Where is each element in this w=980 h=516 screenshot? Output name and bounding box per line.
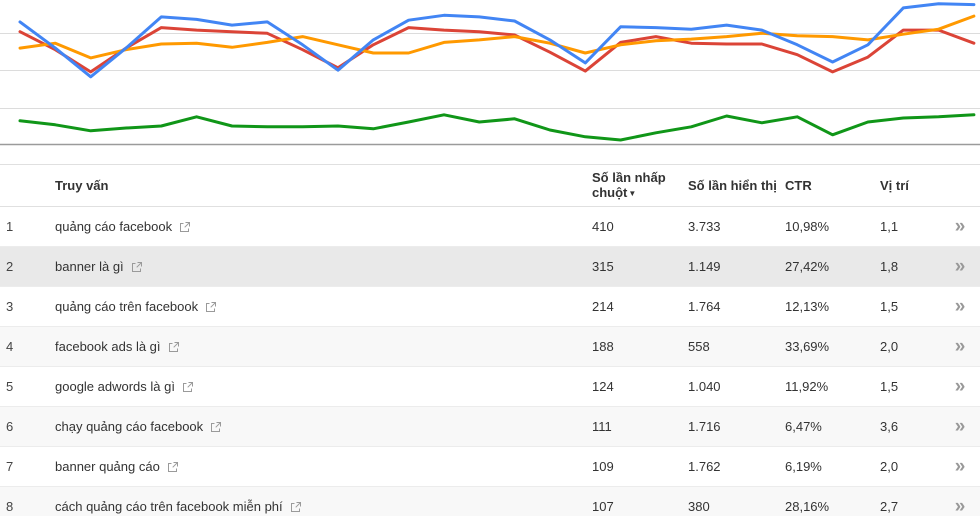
expand-row-chevron[interactable]: » — [954, 456, 966, 477]
external-link-icon[interactable] — [210, 421, 222, 433]
ctr-value: 12,13% — [785, 299, 830, 314]
expand-row-chevron[interactable]: » — [954, 296, 966, 317]
position-value: 2,0 — [880, 459, 899, 474]
row-number: 6 — [6, 419, 14, 434]
position-value: 1,5 — [880, 299, 899, 314]
clicks-value: 111 — [592, 419, 612, 434]
table-body: 1 quảng cáo facebook 410 3.733 10,98% 1,… — [0, 207, 980, 516]
row-number: 7 — [6, 459, 14, 474]
row-number: 3 — [6, 299, 14, 314]
row-number: 5 — [6, 379, 14, 394]
table-row: 5 google adwords là gì 124 1.040 11,92% … — [0, 367, 980, 407]
impressions-value: 558 — [688, 339, 710, 354]
query-link[interactable]: cách quảng cáo trên facebook miễn phí — [55, 499, 283, 514]
queries-table: Truy vấn Số lần nhấp chuột▼ Số lần hiển … — [0, 164, 980, 516]
column-header-clicks[interactable]: Số lần nhấp chuột▼ — [592, 170, 688, 201]
chart-line-green — [18, 113, 976, 142]
row-number: 2 — [6, 259, 14, 274]
query-link[interactable]: chạy quảng cáo facebook — [55, 419, 204, 434]
external-link-icon[interactable] — [168, 341, 180, 353]
query-link[interactable]: quảng cáo trên facebook — [55, 299, 199, 314]
row-number: 8 — [6, 499, 14, 514]
expand-row-chevron[interactable]: » — [954, 336, 966, 357]
impressions-value: 1.764 — [688, 299, 721, 314]
chart-line-blue — [18, 2, 976, 79]
column-header-ctr[interactable]: CTR — [785, 178, 812, 193]
table-row: 4 facebook ads là gì 188 558 33,69% 2,0 … — [0, 327, 980, 367]
position-value: 2,0 — [880, 339, 899, 354]
table-row: 2 banner là gì 315 1.149 27,42% 1,8 » — [0, 247, 980, 287]
impressions-value: 380 — [688, 499, 710, 514]
sort-descending-icon: ▼ — [628, 189, 637, 198]
ctr-value: 10,98% — [785, 219, 830, 234]
query-link[interactable]: google adwords là gì — [55, 379, 175, 394]
ctr-value: 27,42% — [785, 259, 830, 274]
row-number: 4 — [6, 339, 14, 354]
external-link-icon[interactable] — [131, 261, 143, 273]
column-header-impressions[interactable]: Số lần hiển thị — [688, 178, 777, 193]
external-link-icon[interactable] — [290, 501, 302, 513]
metrics-line-chart — [0, 2, 980, 146]
ctr-value: 6,19% — [785, 459, 822, 474]
clicks-value: 410 — [592, 219, 614, 234]
table-row: 8 cách quảng cáo trên facebook miễn phí … — [0, 487, 980, 516]
chart-line-orange — [18, 14, 976, 60]
column-header-query[interactable]: Truy vấn — [55, 178, 109, 193]
clicks-value: 107 — [592, 499, 614, 514]
position-value: 1,8 — [880, 259, 899, 274]
clicks-value: 109 — [592, 459, 614, 474]
position-value: 1,5 — [880, 379, 899, 394]
impressions-value: 1.762 — [688, 459, 721, 474]
chart-line-red — [18, 26, 976, 74]
impressions-value: 3.733 — [688, 219, 721, 234]
table-row: 6 chạy quảng cáo facebook 111 1.716 6,47… — [0, 407, 980, 447]
external-link-icon[interactable] — [205, 301, 217, 313]
expand-row-chevron[interactable]: » — [954, 376, 966, 397]
expand-row-chevron[interactable]: » — [954, 216, 966, 237]
table-row: 1 quảng cáo facebook 410 3.733 10,98% 1,… — [0, 207, 980, 247]
clicks-value: 188 — [592, 339, 614, 354]
impressions-value: 1.040 — [688, 379, 721, 394]
table-row: 3 quảng cáo trên facebook 214 1.764 12,1… — [0, 287, 980, 327]
impressions-value: 1.149 — [688, 259, 721, 274]
external-link-icon[interactable] — [167, 461, 179, 473]
expand-row-chevron[interactable]: » — [954, 256, 966, 277]
column-header-position[interactable]: Vị trí — [880, 178, 909, 193]
position-value: 2,7 — [880, 499, 899, 514]
clicks-value: 214 — [592, 299, 614, 314]
ctr-value: 28,16% — [785, 499, 830, 514]
expand-row-chevron[interactable]: » — [954, 416, 966, 437]
column-header-clicks-label: Số lần nhấp chuột — [592, 170, 666, 200]
table-header-row: Truy vấn Số lần nhấp chuột▼ Số lần hiển … — [0, 165, 980, 207]
external-link-icon[interactable] — [182, 381, 194, 393]
ctr-value: 11,92% — [785, 379, 829, 394]
position-value: 1,1 — [880, 219, 899, 234]
impressions-value: 1.716 — [688, 419, 721, 434]
query-link[interactable]: quảng cáo facebook — [55, 219, 173, 234]
clicks-value: 124 — [592, 379, 614, 394]
position-value: 3,6 — [880, 419, 899, 434]
query-link[interactable]: banner là gì — [55, 259, 124, 274]
query-link[interactable]: facebook ads là gì — [55, 339, 161, 354]
table-row: 7 banner quảng cáo 109 1.762 6,19% 2,0 » — [0, 447, 980, 487]
ctr-value: 33,69% — [785, 339, 830, 354]
expand-row-chevron[interactable]: » — [954, 496, 966, 516]
external-link-icon[interactable] — [179, 221, 191, 233]
clicks-value: 315 — [592, 259, 614, 274]
row-number: 1 — [6, 219, 14, 234]
ctr-value: 6,47% — [785, 419, 822, 434]
query-link[interactable]: banner quảng cáo — [55, 459, 160, 474]
